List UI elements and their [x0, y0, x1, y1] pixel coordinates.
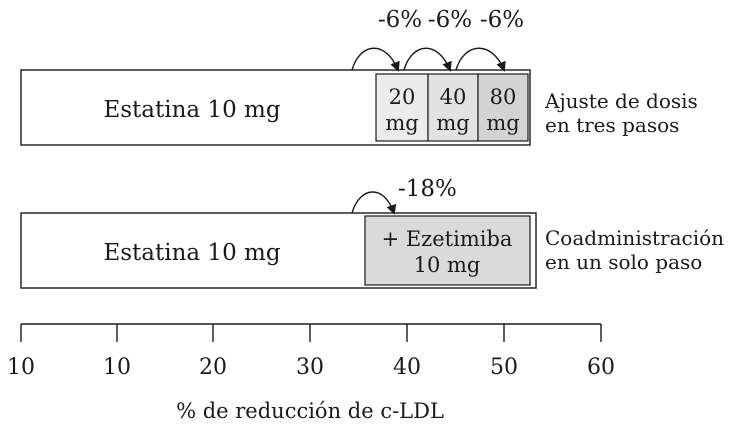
dose-box-80mg-line2: mg [486, 111, 519, 135]
row-dose-titration: Estatina 10 mg 20 mg 40 mg 80 mg -6% -6%… [20, 7, 698, 146]
step-arrow-1 [351, 47, 400, 72]
x-tick-label: 10 [7, 355, 35, 380]
x-tick-label: 40 [393, 355, 421, 380]
ezetimibe-box [364, 215, 531, 286]
step-arrow-3 [455, 47, 506, 72]
statin-base-label-2: Estatina 10 mg [103, 240, 280, 266]
dose-box-80mg-line1: 80 [490, 85, 517, 109]
side-label-2-line1: Coadministración [545, 226, 724, 250]
side-label-line2: en tres pasos [545, 113, 679, 137]
step-reduction-label-ezetimibe: -18% [398, 176, 457, 202]
dose-box-40mg [427, 73, 479, 142]
x-axis-title: % de reducción de c-LDL [176, 399, 444, 423]
side-label-line1: Ajuste de dosis [544, 89, 698, 113]
step-arrow-2 [403, 47, 452, 72]
step-reduction-label-3: -6% [480, 7, 524, 33]
side-label-2-line2: en un solo paso [545, 250, 702, 274]
x-tick-label: 10 [103, 355, 131, 380]
step-reduction-label-2: -6% [428, 7, 472, 33]
x-tick-label: 60 [587, 355, 615, 380]
dose-box-40mg-line1: 40 [440, 85, 467, 109]
x-tick-label: 20 [199, 355, 227, 380]
step-reduction-label-1: -6% [378, 7, 422, 33]
x-axis: 10 10 20 30 40 50 60 % de reducción de c… [7, 323, 615, 423]
ezetimibe-box-line1: + Ezetimiba [382, 227, 513, 251]
x-tick-label: 50 [490, 355, 518, 380]
dose-box-80mg [477, 73, 529, 142]
x-tick-label: 30 [296, 355, 324, 380]
dose-box-40mg-line2: mg [436, 111, 469, 135]
ezetimibe-box-line2: 10 mg [414, 253, 481, 277]
dose-box-20mg-line1: 20 [389, 85, 416, 109]
dose-box-20mg [375, 73, 429, 142]
step-arrow-ezetimibe [351, 191, 397, 215]
row-coadministration: Estatina 10 mg + Ezetimiba 10 mg -18% Co… [20, 176, 724, 289]
statin-base-label: Estatina 10 mg [103, 97, 280, 123]
dose-box-20mg-line2: mg [385, 111, 418, 135]
